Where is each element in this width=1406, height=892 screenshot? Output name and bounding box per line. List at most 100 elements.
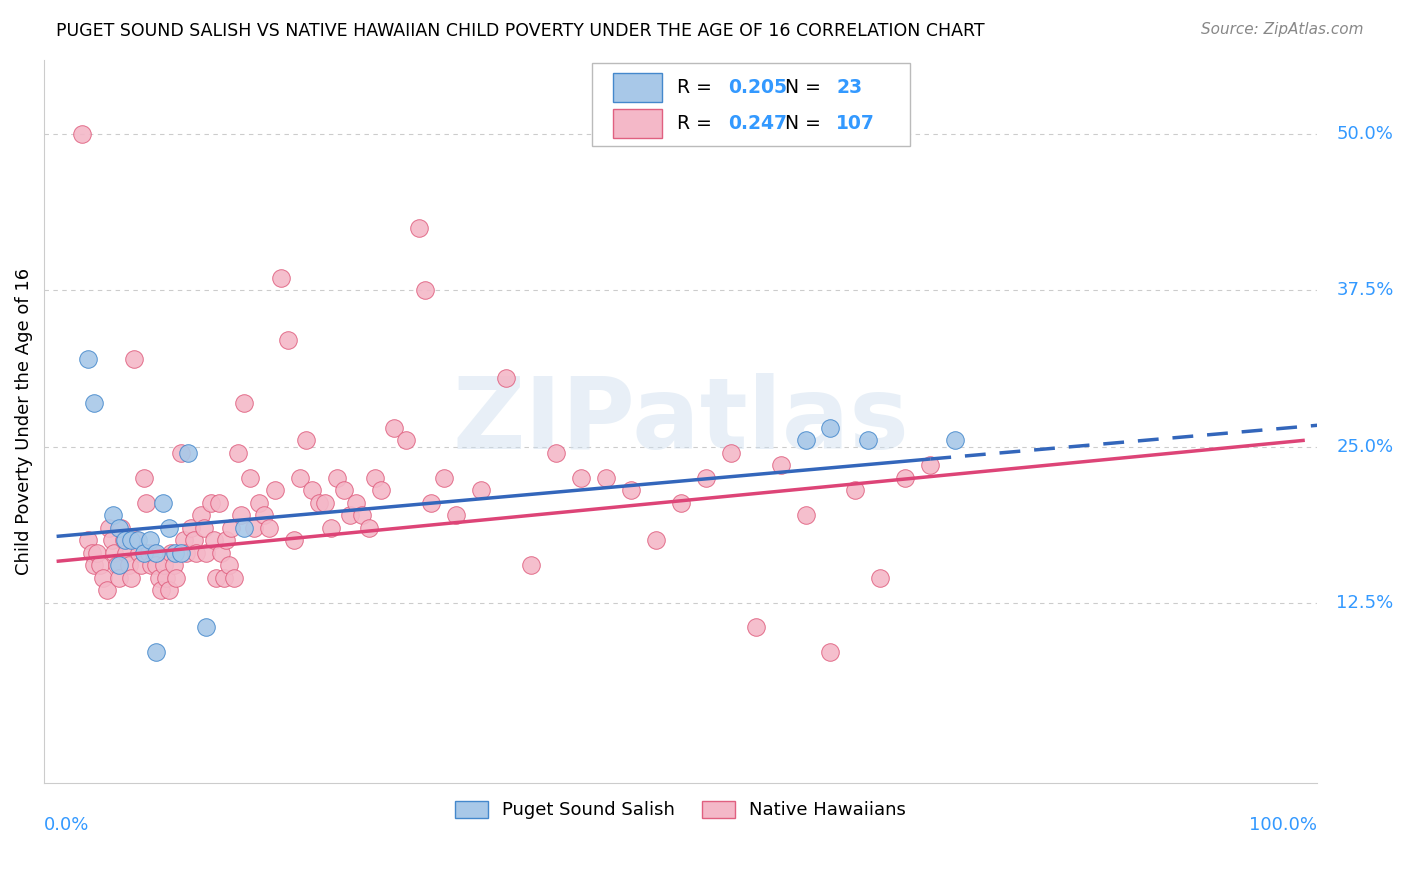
- Point: [70, 128, 93, 142]
- Text: 50.0%: 50.0%: [1336, 126, 1393, 144]
- Point: [105, 558, 128, 572]
- Point: [80, 546, 103, 560]
- Point: [157, 521, 180, 535]
- Point: [444, 508, 467, 523]
- Point: [308, 496, 330, 510]
- Point: [193, 521, 215, 535]
- Text: R =: R =: [676, 78, 717, 97]
- Point: [569, 471, 592, 485]
- Point: [121, 570, 143, 584]
- Text: PUGET SOUND SALISH VS NATIVE HAWAIIAN CHILD POVERTY UNDER THE AGE OF 16 CORRELAT: PUGET SOUND SALISH VS NATIVE HAWAIIAN CH…: [56, 22, 984, 40]
- Point: [205, 570, 228, 584]
- Point: [247, 496, 270, 510]
- Point: [122, 352, 145, 367]
- Text: 0.205: 0.205: [728, 78, 787, 97]
- Point: [357, 521, 380, 535]
- Point: [145, 546, 167, 560]
- Point: [344, 496, 367, 510]
- Point: [183, 533, 205, 548]
- Point: [869, 570, 891, 584]
- Point: [76, 533, 98, 548]
- Point: [118, 558, 141, 572]
- Point: [413, 284, 436, 298]
- Point: [243, 521, 266, 535]
- Point: [920, 458, 942, 473]
- Point: [139, 533, 162, 548]
- Text: 0.0%: 0.0%: [44, 816, 90, 834]
- Point: [86, 546, 108, 560]
- Point: [121, 533, 143, 548]
- Point: [157, 582, 180, 597]
- Point: [148, 570, 170, 584]
- Point: [370, 483, 392, 498]
- Text: ZIPatlas: ZIPatlas: [453, 373, 910, 470]
- Point: [112, 533, 135, 548]
- Point: [150, 582, 173, 597]
- Point: [128, 546, 150, 560]
- Point: [173, 533, 195, 548]
- Point: [108, 521, 131, 535]
- Point: [264, 483, 287, 498]
- Point: [432, 471, 454, 485]
- Point: [103, 546, 125, 560]
- Point: [520, 558, 543, 572]
- Point: [408, 221, 430, 235]
- Point: [100, 533, 122, 548]
- Point: [794, 508, 817, 523]
- Point: [544, 446, 567, 460]
- Point: [145, 645, 167, 659]
- Point: [195, 546, 218, 560]
- Point: [420, 496, 443, 510]
- Point: [190, 508, 212, 523]
- Point: [170, 546, 193, 560]
- Point: [127, 533, 149, 548]
- Point: [108, 570, 131, 584]
- Point: [101, 508, 124, 523]
- Point: [76, 352, 98, 367]
- Point: [283, 533, 305, 548]
- Point: [364, 471, 387, 485]
- Point: [470, 483, 492, 498]
- Y-axis label: Child Poverty Under the Age of 16: Child Poverty Under the Age of 16: [15, 268, 32, 575]
- Point: [209, 546, 232, 560]
- Point: [326, 471, 349, 485]
- Text: 100.0%: 100.0%: [1250, 816, 1317, 834]
- Point: [83, 558, 105, 572]
- Point: [142, 546, 165, 560]
- Point: [894, 471, 917, 485]
- Point: [321, 521, 343, 535]
- Point: [253, 508, 276, 523]
- Point: [110, 521, 132, 535]
- Point: [176, 446, 198, 460]
- Point: [135, 496, 157, 510]
- Point: [221, 521, 243, 535]
- Point: [200, 496, 222, 510]
- Text: 0.247: 0.247: [728, 114, 787, 133]
- Point: [352, 508, 374, 523]
- Point: [239, 471, 262, 485]
- Text: 23: 23: [837, 78, 862, 97]
- Point: [856, 434, 879, 448]
- Point: [155, 570, 177, 584]
- Text: 37.5%: 37.5%: [1336, 282, 1393, 300]
- Point: [222, 570, 245, 584]
- Text: N =: N =: [785, 114, 827, 133]
- FancyBboxPatch shape: [592, 63, 910, 146]
- Point: [108, 558, 131, 572]
- Point: [170, 446, 193, 460]
- Point: [332, 483, 354, 498]
- Point: [163, 558, 186, 572]
- Point: [744, 620, 766, 634]
- Point: [180, 521, 202, 535]
- Point: [769, 458, 792, 473]
- Point: [794, 434, 817, 448]
- Legend: Puget Sound Salish, Native Hawaiians: Puget Sound Salish, Native Hawaiians: [449, 793, 914, 827]
- Point: [276, 334, 298, 348]
- Point: [202, 533, 225, 548]
- Point: [820, 421, 842, 435]
- Point: [644, 533, 666, 548]
- Point: [257, 521, 280, 535]
- Point: [125, 533, 148, 548]
- Point: [165, 570, 187, 584]
- FancyBboxPatch shape: [613, 110, 662, 138]
